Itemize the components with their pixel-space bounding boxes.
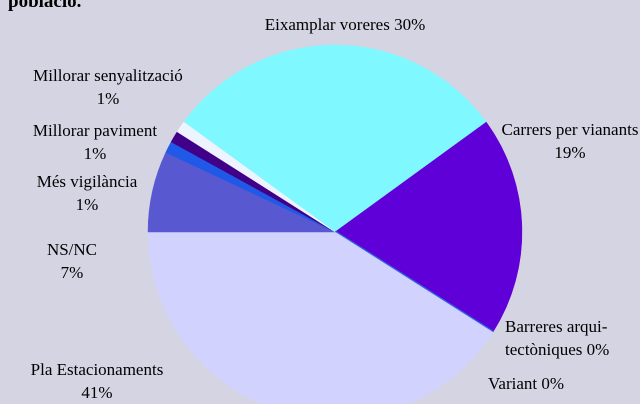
slice-value: 1% (83, 144, 107, 163)
slice-value: 1% (75, 195, 99, 214)
slice-value: 19% (554, 143, 586, 162)
slice-name: NS/NC (46, 240, 98, 259)
slice-value: 1% (96, 89, 120, 108)
chart-title: població. (8, 0, 82, 12)
pie-slice (183, 44, 487, 233)
slice-name: Carrers per vianants (501, 120, 639, 139)
pie-slice (176, 121, 336, 233)
slice-name: Variant (488, 374, 538, 393)
slice-label: Carrers per vianants 19% (495, 118, 640, 164)
slice-name: Millorar paviment (32, 121, 158, 140)
slice-label: Eixamplar voreres 30% (195, 13, 495, 36)
slice-label: Barreres arqui-tectòniques 0% (505, 315, 640, 361)
slice-value: 41% (81, 383, 113, 402)
pie-slice (334, 121, 523, 333)
slice-label: Pla Estacionaments 41% (0, 358, 194, 404)
slice-name: Més vigilància (36, 172, 138, 191)
slice-label: Variant 0% (488, 372, 628, 395)
slice-label: Millorar senyalització 1% (0, 64, 216, 110)
slice-name: Barreres arqui-tectòniques (505, 317, 608, 359)
slice-value: 0% (541, 374, 565, 393)
pie-slice (147, 231, 494, 404)
slice-name: Millorar senyalització (33, 66, 183, 85)
slice-value: 0% (586, 340, 610, 359)
slice-label: Més vigilància 1% (0, 170, 174, 216)
slice-name: Pla Estacionaments (30, 360, 164, 379)
slice-label: Millorar paviment 1% (0, 119, 190, 165)
slice-name: Eixamplar voreres (264, 15, 390, 34)
slice-label: NS/NC 7% (0, 238, 144, 284)
slice-value: 7% (60, 263, 84, 282)
slice-value: 30% (394, 15, 426, 34)
